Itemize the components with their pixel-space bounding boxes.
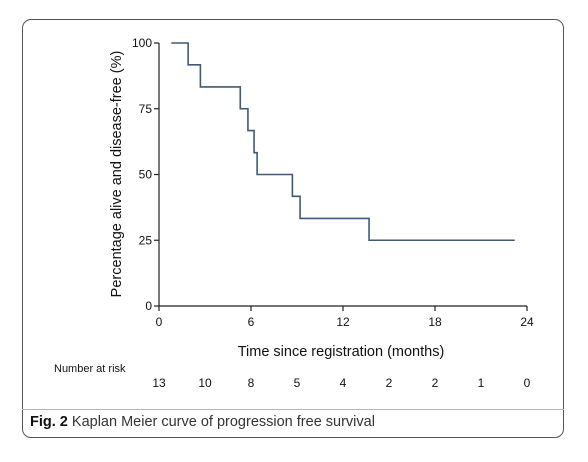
x-tick-label: 6 xyxy=(248,315,255,329)
y-tick-label: 100 xyxy=(132,36,152,50)
at-risk-count: 1 xyxy=(478,376,485,390)
at-risk-count: 4 xyxy=(340,376,347,390)
figure-number: Fig. 2 xyxy=(30,414,68,430)
x-axis-label: Time since registration (months) xyxy=(238,344,445,360)
caption-text: Kaplan Meier curve of progression free s… xyxy=(67,414,375,430)
x-tick-label: 18 xyxy=(428,315,442,329)
at-risk-count: 13 xyxy=(152,376,166,390)
number-at-risk-label: Number at risk xyxy=(54,363,126,375)
at-risk-count: 10 xyxy=(198,376,212,390)
tick-labels: 0 25 50 75 100 0 6 12 18 24 xyxy=(132,36,534,329)
number-at-risk-row: 13 10 8 5 4 2 2 1 0 xyxy=(152,376,530,390)
at-risk-count: 2 xyxy=(386,376,393,390)
caption-divider xyxy=(22,409,564,410)
survival-curve xyxy=(171,42,515,242)
x-tick-label: 12 xyxy=(336,315,350,329)
figure-caption: Fig. 2 Kaplan Meier curve of progression… xyxy=(30,414,375,430)
at-risk-count: 8 xyxy=(248,376,255,390)
axes xyxy=(154,42,528,311)
y-tick-label: 50 xyxy=(139,168,153,182)
y-tick-label: 0 xyxy=(145,299,152,313)
x-tick-label: 0 xyxy=(156,315,163,329)
x-tick-label: 24 xyxy=(520,315,534,329)
y-tick-label: 75 xyxy=(139,102,153,116)
figure-frame xyxy=(22,19,564,438)
km-step-line xyxy=(171,42,515,242)
at-risk-count: 0 xyxy=(524,376,531,390)
at-risk-count: 2 xyxy=(432,376,439,390)
at-risk-count: 5 xyxy=(294,376,301,390)
y-tick-label: 25 xyxy=(139,233,153,247)
y-axis-label: Percentage alive and disease-free (%) xyxy=(109,51,125,298)
